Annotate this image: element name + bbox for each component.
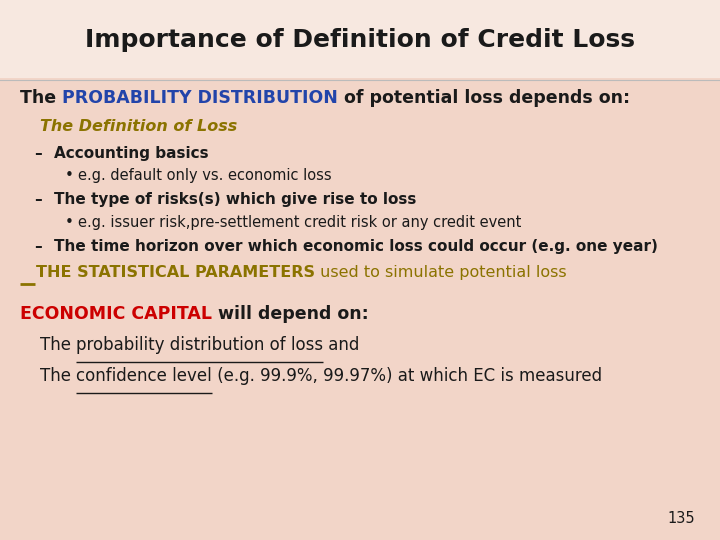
- Text: THE STATISTICAL PARAMETERS: THE STATISTICAL PARAMETERS: [36, 265, 315, 280]
- Text: The: The: [40, 336, 76, 354]
- Text: of potential loss depends on:: of potential loss depends on:: [338, 89, 630, 106]
- Text: and: and: [323, 336, 359, 354]
- Text: •: •: [65, 168, 73, 183]
- Text: used to simulate potential loss: used to simulate potential loss: [315, 265, 567, 280]
- Text: will depend on:: will depend on:: [212, 305, 369, 322]
- Text: e.g. default only vs. economic loss: e.g. default only vs. economic loss: [78, 168, 331, 183]
- Text: (e.g. 99.9%, 99.97%) at which EC is measured: (e.g. 99.9%, 99.97%) at which EC is meas…: [212, 367, 602, 384]
- Text: PROBABILITY DISTRIBUTION: PROBABILITY DISTRIBUTION: [63, 89, 338, 106]
- Text: ECONOMIC CAPITAL: ECONOMIC CAPITAL: [20, 305, 212, 322]
- Text: The time horizon over which economic loss could occur (e.g. one year): The time horizon over which economic los…: [54, 239, 658, 254]
- Text: The: The: [40, 367, 76, 384]
- Text: The type of risks(s) which give rise to loss: The type of risks(s) which give rise to …: [54, 192, 416, 207]
- Text: 135: 135: [667, 511, 695, 526]
- Text: Importance of Definition of Credit Loss: Importance of Definition of Credit Loss: [85, 29, 635, 52]
- Text: e.g. issuer risk,pre-settlement credit risk or any credit event: e.g. issuer risk,pre-settlement credit r…: [78, 215, 521, 230]
- Text: •: •: [65, 215, 73, 230]
- Text: probability distribution of loss: probability distribution of loss: [76, 336, 323, 354]
- Text: The Definition of Loss: The Definition of Loss: [40, 119, 237, 134]
- Text: Accounting basics: Accounting basics: [54, 146, 209, 161]
- Text: –: –: [35, 192, 42, 207]
- Text: –: –: [35, 239, 42, 254]
- Text: The: The: [20, 89, 63, 106]
- Text: confidence level: confidence level: [76, 367, 212, 384]
- FancyBboxPatch shape: [0, 0, 720, 78]
- Text: –: –: [35, 146, 42, 161]
